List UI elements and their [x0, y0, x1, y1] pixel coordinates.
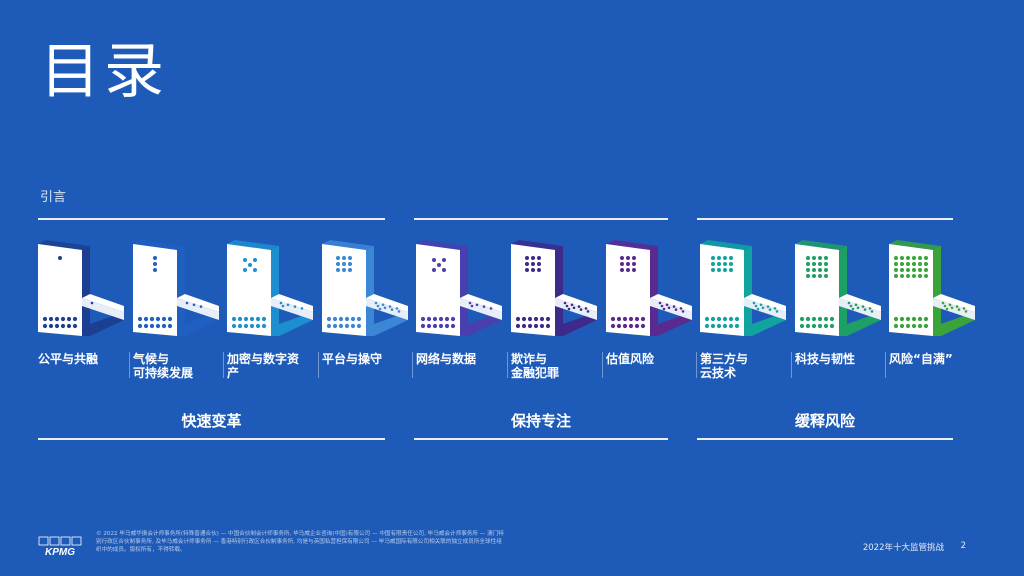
topic-tile-6[interactable]: 欺诈与 金融犯罪 [511, 240, 601, 380]
tile-divider [129, 352, 130, 378]
tile-graphic-icon [511, 240, 597, 336]
tile-label: 平台与操守 [322, 352, 383, 366]
tile-label: 加密与数字资 产 [227, 352, 300, 380]
tile-label: 估值风险 [606, 352, 655, 366]
tile-divider [507, 352, 508, 378]
topic-tile-3[interactable]: 加密与数字资 产 [227, 240, 317, 380]
tile-label: 风险“自满” [889, 352, 953, 366]
tile-label: 气候与 可持续发展 [133, 352, 194, 380]
top-rule-3 [697, 218, 953, 220]
tile-graphic-icon [700, 240, 786, 336]
group-label-stay-focused: 保持专注 [510, 412, 571, 430]
intro-link[interactable]: 引言 [40, 190, 67, 205]
topic-tile-8[interactable]: 第三方与 云技术 [700, 240, 790, 380]
tile-graphic-icon [416, 240, 502, 336]
tile-graphic-icon [606, 240, 692, 336]
bottom-rule-3 [697, 438, 953, 440]
topic-tile-1[interactable]: 公平与共融 [38, 240, 128, 366]
top-rule-1 [38, 218, 385, 220]
tile-divider [602, 352, 603, 378]
tile-divider [318, 352, 319, 378]
tile-graphic-icon [795, 240, 881, 336]
topic-tile-9[interactable]: 科技与韧性 [795, 240, 885, 366]
tile-label: 公平与共融 [38, 352, 99, 366]
tile-divider [791, 352, 792, 378]
topic-tile-2[interactable]: 气候与 可持续发展 [133, 240, 223, 380]
top-rule-2 [414, 218, 668, 220]
topic-tile-5[interactable]: 网络与数据 [416, 240, 506, 366]
tile-graphic-icon [322, 240, 408, 336]
topic-tile-7[interactable]: 估值风险 [606, 240, 696, 366]
tile-label: 欺诈与 金融犯罪 [511, 352, 560, 380]
group-label-rapid-change: 快速变革 [181, 412, 242, 430]
document-title: 2022年十大监管挑战 [862, 543, 944, 553]
page-number: 2 [960, 541, 966, 551]
tile-graphic-icon [889, 240, 975, 336]
page-title: 目录 [40, 37, 168, 107]
tile-divider [412, 352, 413, 378]
tile-divider [885, 352, 886, 378]
topic-tiles: 公平与共融 气候与 可持续发展 加密与数字资 产 平台与操守 网络与数据 欺诈与 金融犯罪… [38, 240, 978, 380]
legal-notice: © 2022 毕马威华振会计师事务所(特殊普通合伙) — 中国合伙制会计师事务所… [96, 531, 504, 553]
tile-divider [223, 352, 224, 378]
bottom-rule-2 [414, 438, 668, 440]
tile-label: 第三方与 云技术 [700, 352, 749, 380]
tile-label: 科技与韧性 [795, 352, 856, 366]
topic-tile-4[interactable]: 平台与操守 [322, 240, 412, 366]
kpmg-logo: KPMG [38, 536, 82, 560]
tile-divider [696, 352, 697, 378]
kpmg-logo-text: KPMG [45, 547, 75, 556]
tile-graphic-icon [38, 240, 124, 336]
bottom-rule-1 [38, 438, 385, 440]
group-label-mitigate-risk: 缓释风险 [794, 412, 855, 430]
tile-graphic-icon [227, 240, 313, 336]
topic-tile-10[interactable]: 风险“自满” [889, 240, 979, 366]
tile-label: 网络与数据 [416, 352, 477, 366]
tile-graphic-icon [133, 240, 219, 336]
